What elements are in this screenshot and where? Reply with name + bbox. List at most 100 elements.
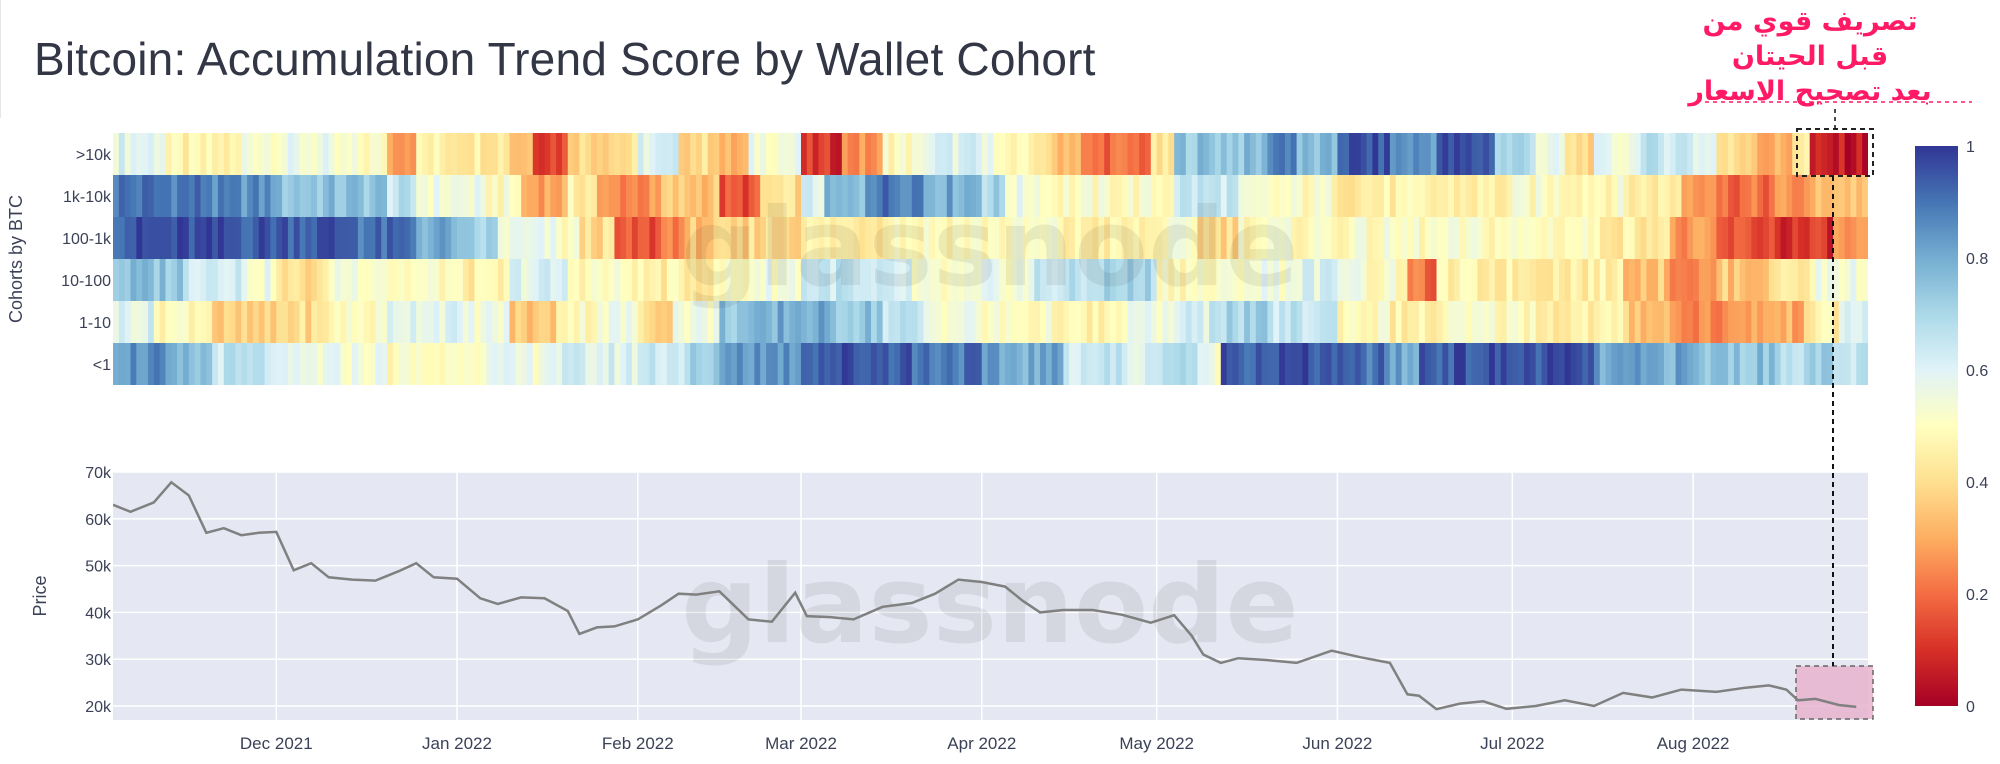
heatmap-cell [1547,343,1554,385]
heatmap-cell [206,175,213,218]
heatmap-cell [1611,259,1618,302]
heatmap-cell [1389,259,1397,302]
heatmap-cell [1290,301,1298,344]
heatmap-cell [1168,175,1175,218]
heatmap-cell [1547,259,1554,302]
heatmap-cell [1150,175,1158,218]
heatmap-cell [124,259,132,302]
heatmap-cell [1337,343,1344,385]
heatmap-cell [806,343,814,385]
heatmap-cell [900,217,907,260]
heatmap-cell [1809,259,1817,302]
heatmap-cell [1238,259,1245,302]
heatmap-cell [1599,175,1607,218]
heatmap-cell [725,301,732,344]
heatmap-cell [1669,301,1677,344]
heatmap-cell [1494,301,1502,344]
heatmap-cell [142,343,149,385]
heatmap-cell [200,133,207,176]
heatmap-cell [212,217,219,260]
heatmap-cell [497,175,505,218]
heatmap-cell [935,259,942,302]
heatmap-cell [894,217,901,260]
heatmap-cell [1191,133,1199,176]
heatmap-cell [725,217,732,260]
price-x-tick: Feb 2022 [602,734,674,753]
heatmap-cell [975,133,983,176]
heatmap-cell [964,301,971,344]
heatmap-cell [247,133,254,176]
heatmap-cell [369,175,376,218]
heatmap-cell [1716,133,1723,176]
heatmap-cell [1599,301,1607,344]
heatmap-cell [777,301,785,344]
heatmap-cell [1489,133,1496,176]
heatmap-cell [1576,259,1583,302]
heatmap-cell [241,301,248,344]
heatmap-cell [1704,217,1712,260]
heatmap-cell [1325,259,1333,302]
heatmap-cell [591,217,598,260]
heatmap-cell [1366,175,1373,218]
heatmap-cell [287,301,295,344]
heatmap-cell [1763,133,1770,176]
heatmap-cell [1214,175,1222,218]
heatmap-cell [252,175,260,218]
heatmap-cell [882,217,890,260]
heatmap-cell [1623,259,1630,302]
heatmap-cell [1028,217,1035,260]
heatmap-watermark: glassnode [681,186,1298,311]
heatmap-cell [1710,301,1717,344]
heatmap-cell [1331,175,1339,218]
heatmap-cell [1558,217,1566,260]
heatmap-cell [346,217,353,260]
heatmap-cell [1815,301,1822,344]
heatmap-cell [159,175,167,218]
price-x-tick-labels: Dec 2021 Jan 2022 Feb 2022 Mar 2022 Apr 2022… [240,734,1730,753]
heatmap-cell [1669,343,1677,385]
heatmap-cell [1407,217,1414,260]
heatmap-cell [171,301,178,344]
heatmap-cell [975,259,983,302]
heatmap-cell [171,259,178,302]
heatmap-cell [1512,175,1519,218]
heatmap-cell [404,133,411,176]
heatmap-cell [1040,301,1047,344]
heatmap-cell [1494,259,1502,302]
heatmap-cell [1640,301,1648,344]
heatmap-cell [935,133,942,176]
heatmap-cell [1500,259,1508,302]
heatmap-cell [1220,175,1228,218]
heatmap-cell [1296,133,1304,176]
heatmap-cell [311,175,318,218]
heatmap-cell [1599,217,1607,260]
heatmap-cell [771,175,779,218]
heatmap-cell [1139,343,1146,385]
heatmap-cell [1465,343,1473,385]
heatmap-cell [672,217,680,260]
heatmap-cell [661,175,668,218]
heatmap-cell [328,217,336,260]
heatmap-cell [818,175,825,218]
heatmap-cell [783,343,790,385]
heatmap-cell [1034,217,1041,260]
heatmap-cell [1086,259,1094,302]
heatmap-cell [375,217,382,260]
heatmap-cell [1593,133,1601,176]
heatmap-cell [171,217,178,260]
heatmap-cell [241,343,248,385]
heatmap-cell [812,343,820,385]
heatmap-cell [521,133,528,176]
heatmap-cell [491,259,499,302]
heatmap-cell [678,343,685,385]
heatmap-cell [696,259,703,302]
heatmap-cell [1255,133,1263,176]
heatmap-cell [468,217,476,260]
heatmap-cell [649,343,656,385]
heatmap-cell [760,175,767,218]
heatmap-cell [1343,259,1350,302]
heatmap-cell [707,133,715,176]
heatmap-cell [1378,259,1385,302]
heatmap-cell [381,301,388,344]
heatmap-cell [1080,259,1088,302]
